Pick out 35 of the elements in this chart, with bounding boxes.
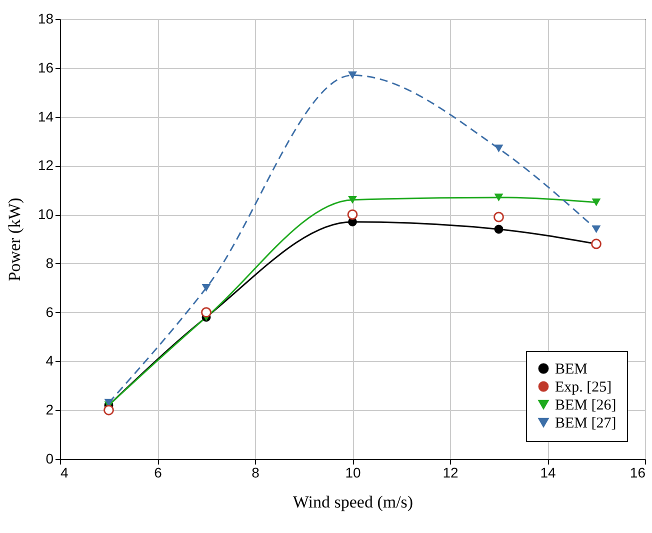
point <box>347 209 358 220</box>
legend-label: BEM [27] <box>555 416 616 432</box>
legend-label: Exp. [25] <box>555 380 612 396</box>
y-tick-label: 0 <box>46 450 54 466</box>
x-tick-label: 4 <box>60 464 68 480</box>
y-tick-label: 16 <box>38 59 54 76</box>
y-tick-label: 4 <box>46 352 54 369</box>
point <box>592 225 601 234</box>
point <box>202 284 211 292</box>
point <box>494 144 504 152</box>
y-tick-label: 6 <box>46 304 54 320</box>
point <box>348 196 357 204</box>
legend-label: BEM [26] <box>555 398 616 414</box>
y-tick-label: 14 <box>38 108 54 124</box>
y-axis-title: Power (kW) <box>4 198 24 282</box>
x-tick-label: 16 <box>630 464 646 480</box>
point <box>592 198 601 206</box>
y-tick-label: 10 <box>38 206 54 222</box>
point <box>104 404 114 416</box>
point <box>201 307 212 318</box>
x-tick-label: 10 <box>345 464 361 480</box>
legend-label: BEM <box>555 362 588 378</box>
y-tick-label: 8 <box>46 254 54 271</box>
x-tick-label: 8 <box>252 464 260 480</box>
point <box>494 194 504 202</box>
point <box>348 71 357 80</box>
point <box>494 212 504 222</box>
x-axis-title: Wind speed (m/s) <box>292 492 414 512</box>
y-tick-label: 12 <box>38 157 54 174</box>
x-tick-label: 12 <box>442 464 458 480</box>
y-tick-label: 2 <box>46 402 54 418</box>
x-tick-label: 14 <box>540 464 556 480</box>
point <box>494 224 504 234</box>
y-tick-label: 18 <box>38 10 54 26</box>
x-tick-label: 6 <box>154 464 162 480</box>
